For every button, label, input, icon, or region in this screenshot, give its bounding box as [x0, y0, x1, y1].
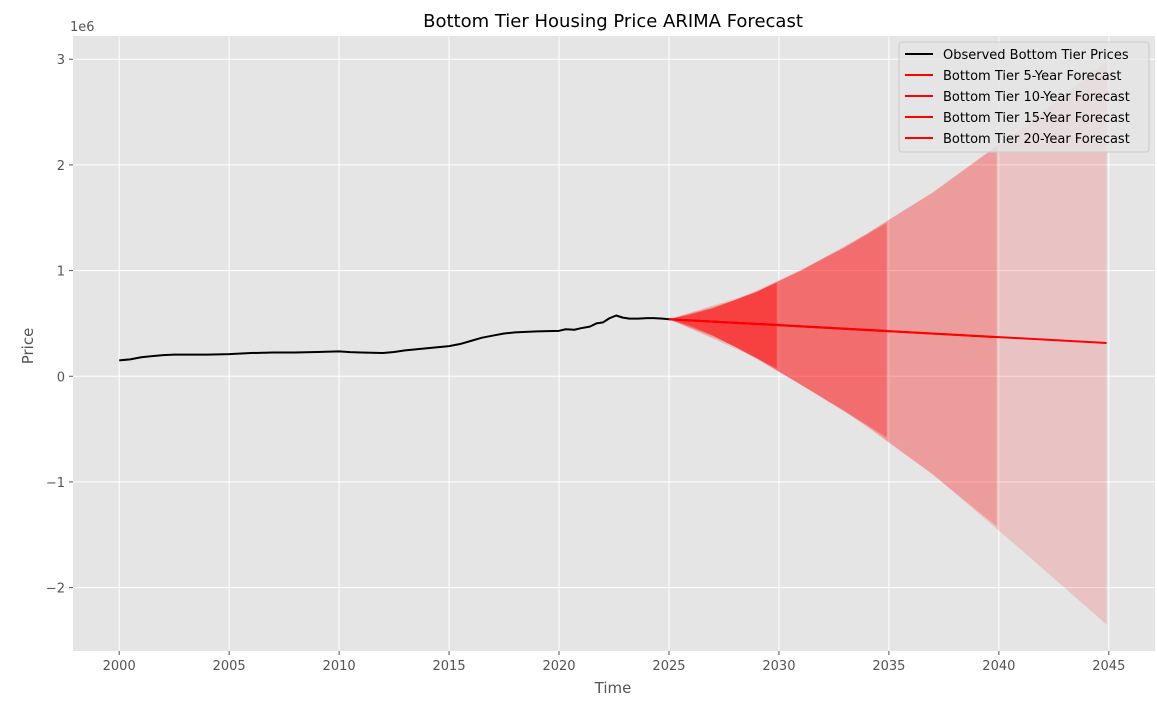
- legend-entry-5-year: Bottom Tier 5-Year Forecast: [943, 69, 1122, 84]
- y-tick-label: 0: [57, 370, 65, 385]
- legend-entry-15-year: Bottom Tier 15-Year Forecast: [943, 111, 1130, 126]
- observed-series-line: [119, 314, 670, 362]
- y-tick-label: 2: [57, 159, 65, 174]
- x-tick-label: 2045: [1092, 659, 1125, 674]
- confidence-band-2: [668, 223, 887, 438]
- x-tick-label: 2020: [542, 659, 575, 674]
- x-tick-label: 2000: [103, 659, 136, 674]
- x-axis-label: Time: [594, 679, 632, 697]
- series-lines: [119, 314, 1107, 362]
- legend: Observed Bottom Tier Prices Bottom Tier …: [898, 41, 1150, 153]
- confidence-band-3: [668, 145, 997, 527]
- x-tick-label: 2015: [433, 659, 466, 674]
- legend-entry-20-year: Bottom Tier 20-Year Forecast: [943, 132, 1130, 147]
- legend-entry-observed: Observed Bottom Tier Prices: [943, 48, 1129, 63]
- x-tick-label: 2025: [652, 659, 685, 674]
- confidence-bands: [668, 61, 1107, 625]
- confidence-band-1: [668, 282, 777, 369]
- axis-ticks: 2000 2005 2010 2015 2020 2025 2030 2035 2040 2045…: [46, 53, 1126, 674]
- x-tick-label: 2030: [762, 659, 795, 674]
- y-tick-label: 1: [57, 265, 65, 280]
- y-tick-label: −1: [46, 476, 65, 491]
- y-axis-offset-label: 1e6: [70, 20, 95, 35]
- x-tick-label: 2035: [872, 659, 905, 674]
- chart-title: Bottom Tier Housing Price ARIMA Forecast: [423, 11, 803, 32]
- y-axis-label: Price: [19, 328, 37, 365]
- x-tick-label: 2005: [213, 659, 246, 674]
- legend-box: [898, 41, 1150, 153]
- x-tick-label: 2010: [323, 659, 356, 674]
- x-tick-label: 2040: [982, 659, 1015, 674]
- y-tick-label: −2: [46, 582, 65, 597]
- forecast-line-4: [668, 318, 1107, 344]
- confidence-band-4: [668, 61, 1107, 625]
- y-tick-label: 3: [57, 53, 65, 68]
- legend-entry-10-year: Bottom Tier 10-Year Forecast: [943, 90, 1130, 105]
